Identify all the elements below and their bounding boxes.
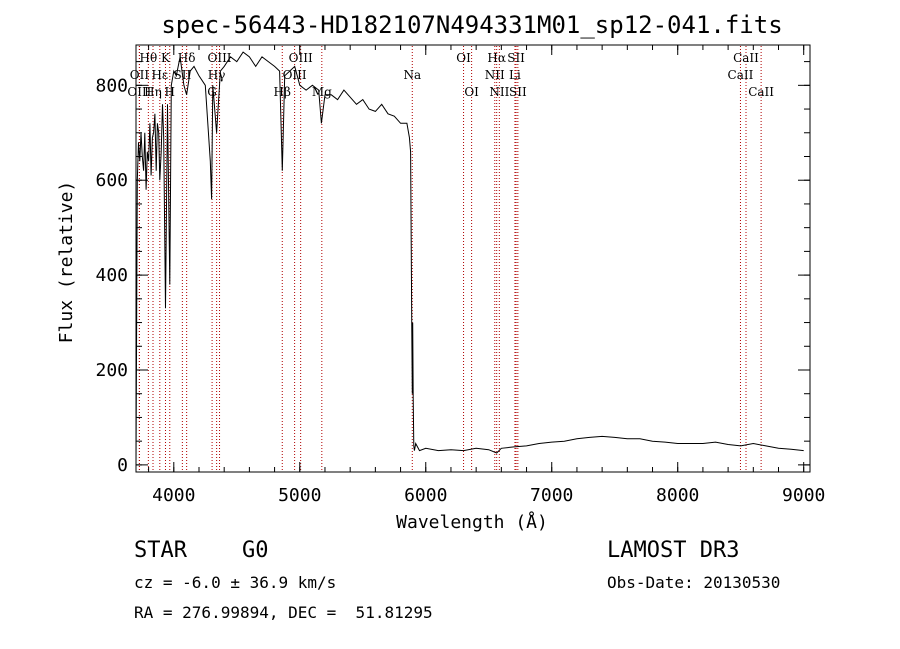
line-marker-label: CaII: [728, 68, 754, 82]
line-marker-label: Hδ: [178, 51, 196, 65]
line-marker-label: OIII: [289, 51, 313, 65]
line-marker-label: Hε: [151, 68, 168, 82]
y-axis: 0 200 400 600 800: [95, 61, 810, 476]
line-marker-label: SII: [509, 85, 527, 99]
x-tick-label: 4000: [152, 485, 195, 506]
y-axis-label: Flux (relative): [56, 181, 77, 344]
redshift-readout: cz = -6.0 ± 36.9 km/s: [134, 573, 337, 592]
line-marker-label: Na: [403, 68, 421, 82]
x-tick-label: 8000: [656, 485, 699, 506]
x-tick-label: 6000: [404, 485, 447, 506]
line-marker-label: Hα: [487, 51, 506, 65]
survey-label: LAMOST DR3: [607, 538, 740, 563]
coordinates-readout: RA = 276.99894, DEC = 51.81295: [134, 603, 433, 622]
x-tick-label: 5000: [278, 485, 321, 506]
line-marker-label: NII: [485, 68, 505, 82]
line-marker-label: SII: [507, 51, 525, 65]
line-marker-label: NII: [489, 85, 509, 99]
line-marker-label: CaII: [733, 51, 759, 65]
obs-date: Obs-Date: 20130530: [607, 573, 781, 592]
spectrum-line: [135, 51, 804, 465]
y-tick-label: 600: [95, 170, 128, 191]
line-marker-label: OIII: [207, 51, 231, 65]
line-marker-label: H: [165, 85, 175, 99]
line-marker-label: K: [161, 51, 171, 65]
x-axis: 4000 5000 6000 7000 8000 9000: [148, 45, 825, 506]
line-marker-label: CaII: [748, 85, 774, 99]
y-tick-label: 400: [95, 265, 128, 286]
line-marker-label: OII: [130, 68, 150, 82]
y-tick-label: 200: [95, 360, 128, 381]
x-tick-label: 7000: [530, 485, 573, 506]
object-subclass: G0: [242, 538, 269, 563]
x-tick-label: 9000: [782, 485, 825, 506]
line-marker-label: OI: [464, 85, 479, 99]
y-tick-label: 0: [117, 455, 128, 476]
plot-frame: [135, 44, 811, 473]
line-markers: [138, 46, 762, 471]
line-marker-label: Hθ: [139, 51, 157, 65]
line-marker-label: Hη: [144, 85, 162, 99]
line-marker-label: G: [207, 85, 217, 99]
line-marker-label: OIII: [127, 85, 151, 99]
object-class: STAR: [134, 538, 187, 563]
line-marker-label: OI: [456, 51, 471, 65]
x-axis-label: Wavelength (Å): [396, 511, 548, 533]
line-marker-label: Hγ: [208, 68, 226, 82]
line-marker-label: Li: [509, 68, 521, 82]
chart-title: spec-56443-HD182107N494331M01_sp12-041.f…: [161, 11, 782, 39]
line-marker-label: Hβ: [274, 85, 291, 99]
y-tick-label: 800: [95, 75, 128, 96]
